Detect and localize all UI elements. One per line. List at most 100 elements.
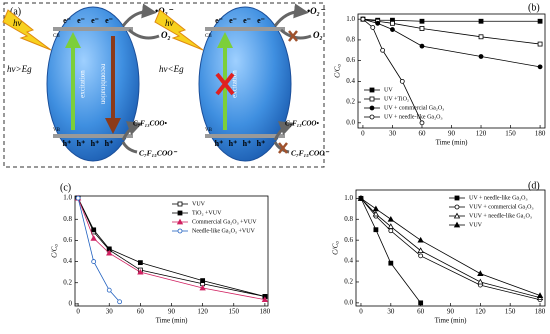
marker [399,78,405,84]
cb-label: CB [205,34,212,39]
marker [477,278,484,285]
marker [106,249,113,256]
valence-band [53,134,133,138]
marker [91,259,97,264]
x-tick-label: 150 [229,308,240,316]
x-tick-label: 180 [535,308,546,316]
marker [537,18,543,24]
y-tick-label: 1.0 [63,194,72,202]
marker [537,41,543,47]
marker [199,284,206,291]
light-bolt [154,9,204,51]
legend-label: VUV + commercial Ga₂O₃ [469,204,534,210]
x-tick-label: 0 [361,130,365,138]
reaction-arrow [273,121,295,141]
marker [418,253,424,259]
x-tick-label: 90 [447,308,455,316]
marker [375,20,381,26]
y-tick-label: 0.8 [346,36,355,44]
marker [177,228,183,234]
marker [137,260,143,266]
legend-label: UV + needle-like Ga₂O₃ [469,195,528,201]
blocked-mark [288,30,298,42]
marker [369,105,375,111]
x-tick-label: 150 [505,308,516,316]
legend-label: UV +TiO₂ [384,96,409,102]
marker [478,54,484,59]
x-tick-label: 60 [417,308,425,316]
x-tick-label: 180 [535,130,546,138]
y-tick-label: 0.4 [344,257,353,265]
product-label: C₇F₁₃COO• [133,120,167,128]
electron: e⁻ [243,16,251,25]
photon-label: hν [165,18,174,28]
vb-label: VB [53,128,61,133]
marker [419,18,425,24]
recombination-label: recombination [99,64,107,105]
marker [387,223,394,229]
panel-label: (d) [528,180,540,191]
marker [419,26,425,31]
reaction-arrow [121,141,138,154]
marker [536,292,544,298]
y-tick-label: 1.0 [346,15,355,23]
marker [372,210,380,217]
y-tick-label: 0.0 [344,298,353,306]
marker [454,204,460,210]
legend-label: TiO₂ +VUV [192,210,222,216]
marker [380,47,386,53]
conduction-band [53,27,133,31]
hole: h⁺ [91,139,100,148]
marker [357,195,365,201]
y-tick-label: 0.6 [346,56,355,64]
marker [477,270,484,277]
marker [417,236,424,243]
light-bolt [2,9,52,51]
marker [417,247,424,254]
electron: e⁻ [229,16,237,25]
x-tick-label: 0 [359,308,363,316]
x-tick-label: 0 [76,308,80,316]
x-tick-label: 120 [197,308,208,316]
legend-label: Needle-like Ga₂O₃ +VUV [192,228,256,234]
x-tick-label: 60 [137,308,145,316]
legend-label: VUV [469,222,483,228]
series-line [360,198,421,304]
series-line [360,198,541,299]
marker [177,210,183,216]
electron: e⁻ [77,16,85,25]
cb-label: CB [53,34,60,39]
marker [418,300,424,306]
marker [369,87,375,93]
y-tick-label: 0.2 [344,278,353,286]
series-line [362,18,541,45]
y-axis-label: C/C₀ [332,241,340,255]
marker [419,120,425,126]
panel-label: (b) [528,2,540,13]
vb-label: VB [205,128,213,133]
electron: e⁻ [257,16,265,25]
marker [373,227,379,233]
marker [390,27,395,32]
marker [200,278,206,284]
reaction-arrow [273,3,309,27]
panel-label: (a) [10,6,21,17]
series-line [360,198,541,301]
blocked-mark [215,72,235,96]
marker [360,16,366,22]
marker [478,34,484,40]
marker [90,234,97,241]
hole: h⁺ [229,139,238,148]
series-line [77,197,265,297]
oxygen-label: O₂ [313,30,323,40]
marker [419,43,425,49]
x-tick-label: 120 [476,130,487,138]
hole: h⁺ [77,139,86,148]
y-tick-label: 0.2 [346,98,355,106]
marker [453,212,461,219]
marker [261,296,269,303]
blocked-mark [278,142,288,154]
marker [369,114,375,120]
x-tick-label: 120 [475,308,486,316]
